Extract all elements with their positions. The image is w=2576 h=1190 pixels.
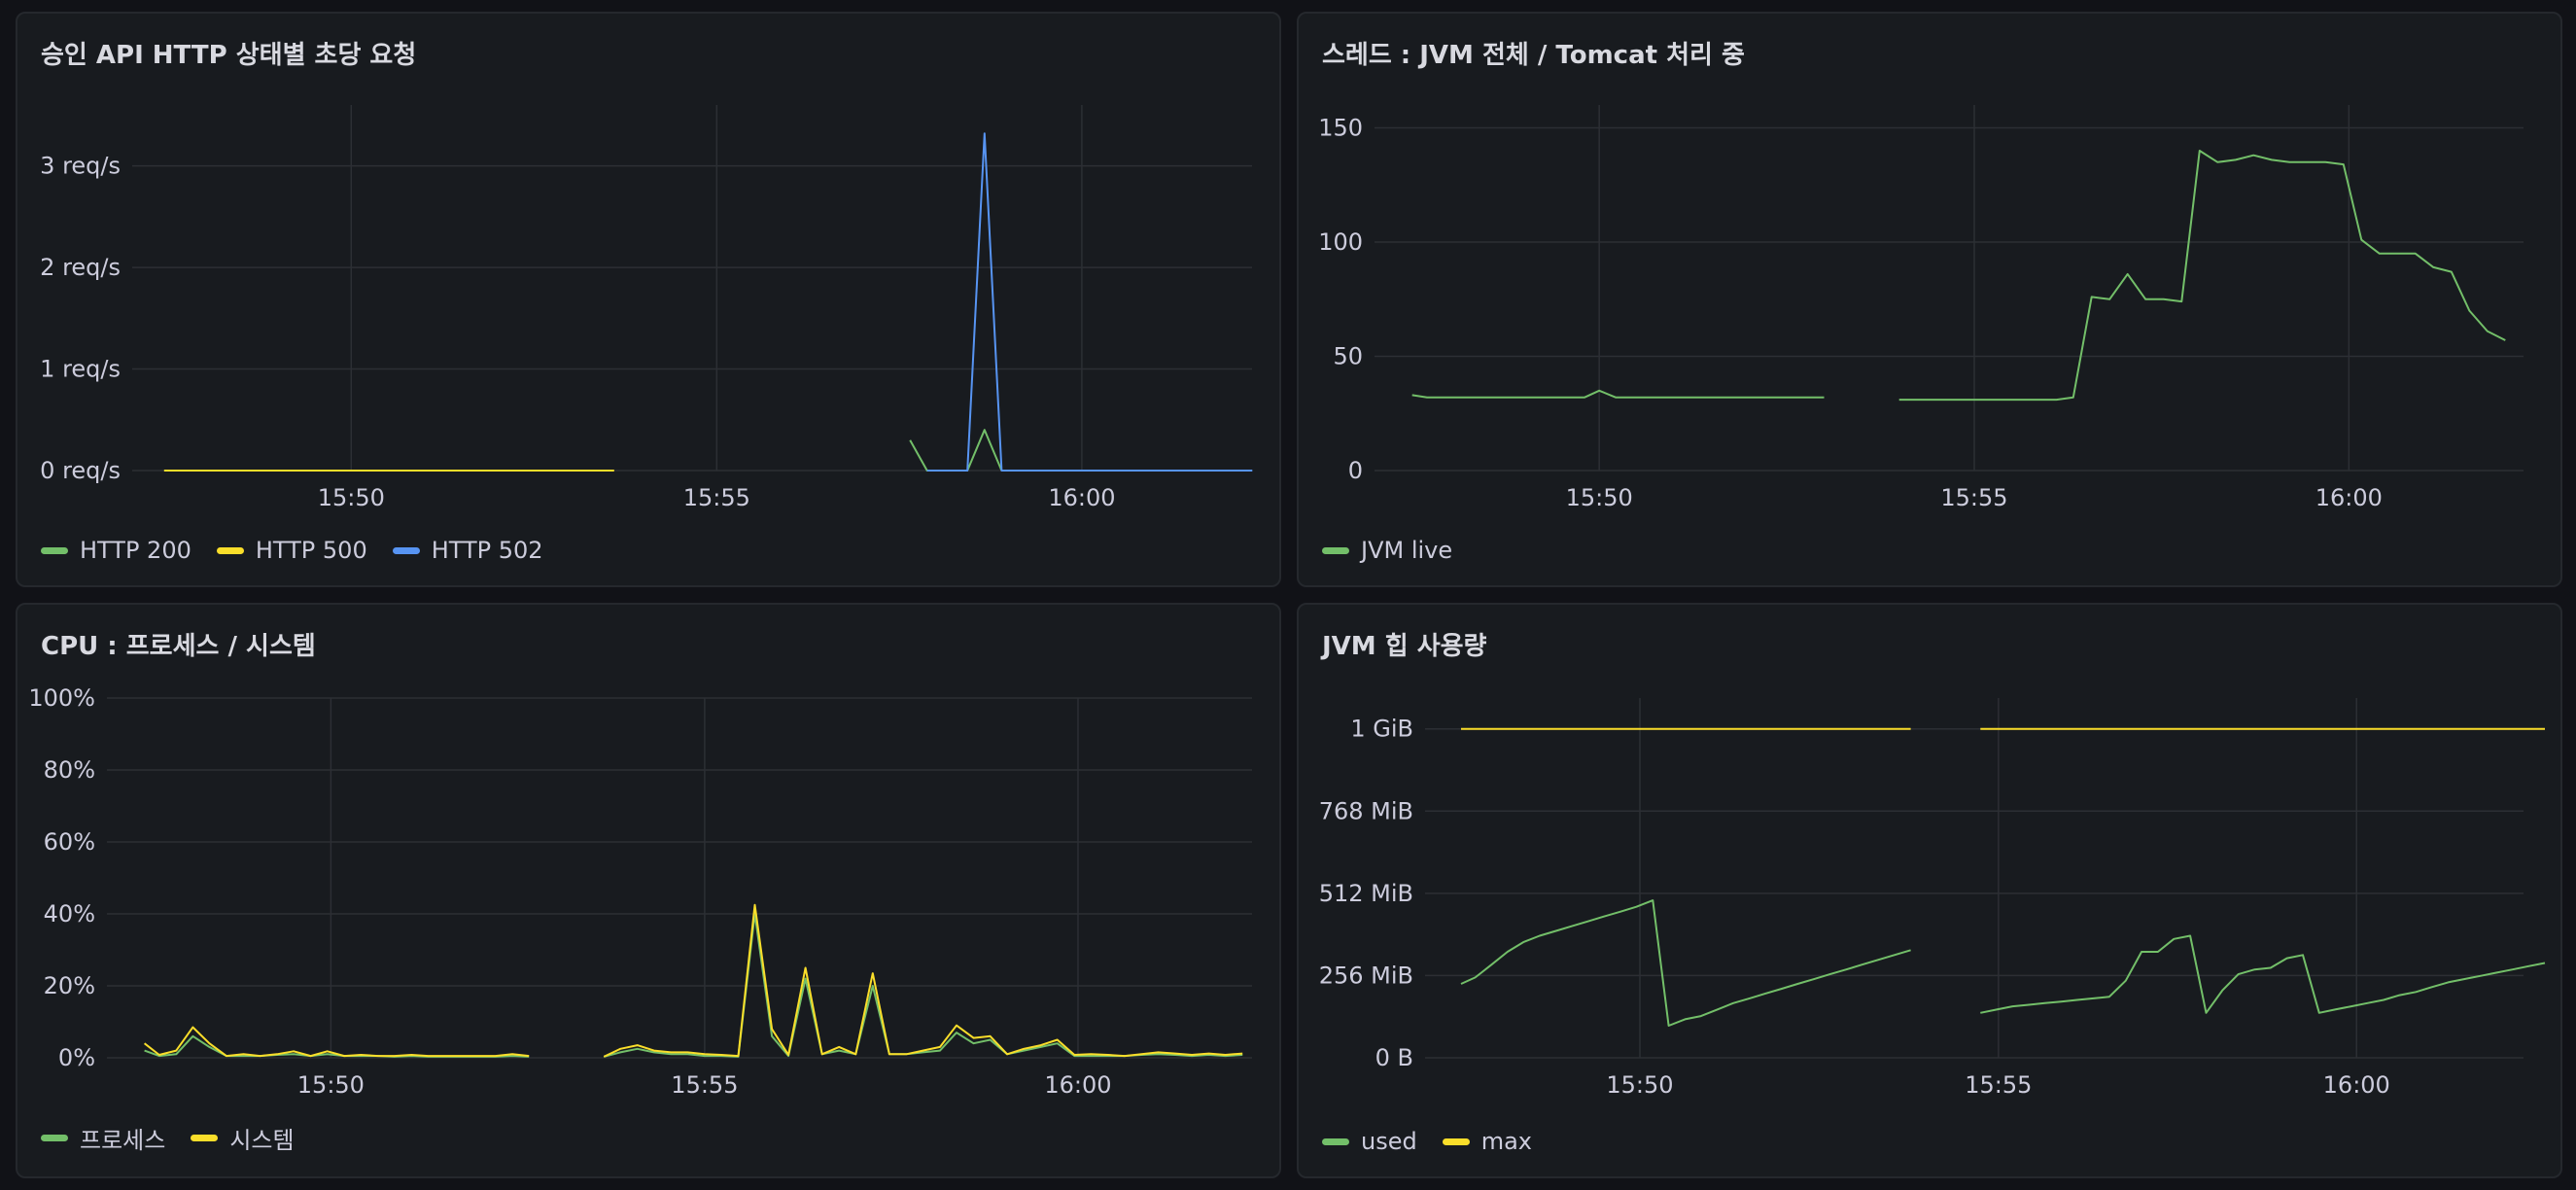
panel-threads: 스레드 : JVM 전체 / Tomcat 처리 중 0 50 100 150 15:5… — [1297, 12, 2562, 587]
panel-http-requests: 승인 API HTTP 상태별 초당 요청 0 req/s 1 req/s 2 re… — [16, 12, 1281, 587]
legend-swatch — [1442, 1138, 1470, 1145]
legend-item[interactable]: 시스템 — [191, 1121, 295, 1155]
x-tick-label: 15:50 — [1566, 484, 1633, 511]
x-tick-label: 15:55 — [683, 484, 750, 511]
y-tick-label: 1 req/s — [40, 356, 121, 383]
x-tick-label: 15:55 — [671, 1071, 738, 1099]
y-tick-label: 3 req/s — [40, 153, 121, 180]
series-line-used — [1980, 934, 2546, 1014]
legend-item[interactable]: max — [1442, 1128, 1533, 1155]
chart-http-requests: 0 req/s 1 req/s 2 req/s 3 req/s 15:50 15:55 16… — [40, 105, 1253, 511]
legend-label: HTTP 500 — [255, 537, 367, 564]
y-tick-label: 80% — [44, 756, 95, 784]
y-tick-label: 0 — [1348, 457, 1363, 484]
y-tick-label: 60% — [44, 828, 95, 856]
x-tick-label: 15:55 — [1965, 1071, 2032, 1099]
legend-swatch — [216, 546, 244, 554]
panel-title: JVM 힙 사용량 — [1322, 632, 1487, 661]
series-line-used — [1460, 899, 1911, 1027]
legend-swatch — [1322, 1138, 1349, 1145]
legend: 프로세스 시스템 — [41, 1121, 295, 1155]
series-line-http-502 — [926, 132, 1253, 472]
legend-item[interactable]: used — [1322, 1128, 1417, 1155]
panel-title: 스레드 : JVM 전체 / Tomcat 처리 중 — [1322, 41, 1745, 70]
y-tick-label: 0 req/s — [40, 457, 121, 484]
legend: used max — [1322, 1128, 1532, 1155]
legend-label: HTTP 502 — [431, 537, 543, 564]
y-tick-label: 20% — [44, 972, 95, 999]
panel-cpu: CPU : 프로세스 / 시스템 0% 20% 40% 60% 80% 100% 15:50… — [16, 603, 1281, 1178]
panel-title: CPU : 프로세스 / 시스템 — [41, 632, 316, 661]
legend-label: HTTP 200 — [80, 537, 191, 564]
y-tick-label: 768 MiB — [1319, 797, 1413, 824]
legend-swatch — [392, 546, 420, 554]
y-tick-label: 150 — [1318, 115, 1363, 142]
series-line-시스템 — [603, 903, 1243, 1058]
panel-title: 승인 API HTTP 상태별 초당 요청 — [41, 41, 417, 70]
x-tick-label: 15:50 — [318, 484, 385, 511]
legend-item[interactable]: HTTP 502 — [392, 537, 543, 564]
series-line-시스템 — [143, 1026, 530, 1058]
x-tick-label: 15:50 — [1606, 1071, 1673, 1099]
chart-cpu: 0% 20% 40% 60% 80% 100% 15:50 15:55 16:00 — [28, 684, 1252, 1099]
y-tick-label: 40% — [44, 900, 95, 928]
chart-threads: 0 50 100 150 15:50 15:55 16:00 — [1318, 105, 2524, 511]
legend-label: max — [1480, 1128, 1533, 1155]
y-tick-label: 0% — [58, 1044, 95, 1071]
x-tick-label: 15:55 — [1940, 484, 2007, 511]
series-line-http-200 — [909, 429, 1003, 472]
x-tick-label: 16:00 — [1044, 1071, 1111, 1099]
x-tick-label: 16:00 — [1048, 484, 1115, 511]
legend-label: 프로세스 — [80, 1127, 166, 1154]
y-tick-label: 256 MiB — [1319, 962, 1413, 989]
chart-heap: 0 B 256 MiB 512 MiB 768 MiB 1 GiB 15:50 15:55 1… — [1319, 698, 2546, 1099]
x-tick-label: 16:00 — [2323, 1071, 2390, 1099]
legend-swatch — [41, 1135, 68, 1141]
legend-item[interactable]: HTTP 500 — [216, 537, 367, 564]
legend-label: JVM live — [1361, 537, 1453, 564]
legend-item[interactable]: HTTP 200 — [41, 537, 191, 564]
x-tick-label: 15:50 — [297, 1071, 365, 1099]
legend: JVM live — [1322, 537, 1452, 564]
series-line-jvm-live — [1898, 150, 2506, 402]
y-tick-label: 2 req/s — [40, 254, 121, 281]
y-tick-label: 100 — [1318, 228, 1363, 256]
panel-heap: JVM 힙 사용량 0 B 256 MiB 512 MiB 768 MiB 1 GiB 1… — [1297, 603, 2562, 1178]
legend-label: 시스템 — [229, 1127, 295, 1154]
x-tick-label: 16:00 — [2315, 484, 2383, 511]
y-tick-label: 0 B — [1375, 1044, 1413, 1071]
legend-swatch — [41, 546, 68, 554]
y-tick-label: 512 MiB — [1319, 880, 1413, 907]
y-tick-label: 100% — [28, 684, 95, 712]
y-tick-label: 50 — [1333, 343, 1363, 370]
series-line-jvm-live — [1411, 389, 1825, 399]
legend-swatch — [1322, 546, 1349, 554]
legend-label: used — [1361, 1128, 1417, 1155]
legend-item[interactable]: 프로세스 — [41, 1121, 165, 1155]
legend-item[interactable]: JVM live — [1322, 537, 1452, 564]
y-tick-label: 1 GiB — [1350, 716, 1413, 743]
legend: HTTP 200 HTTP 500 HTTP 502 — [41, 537, 543, 564]
legend-swatch — [191, 1135, 219, 1141]
